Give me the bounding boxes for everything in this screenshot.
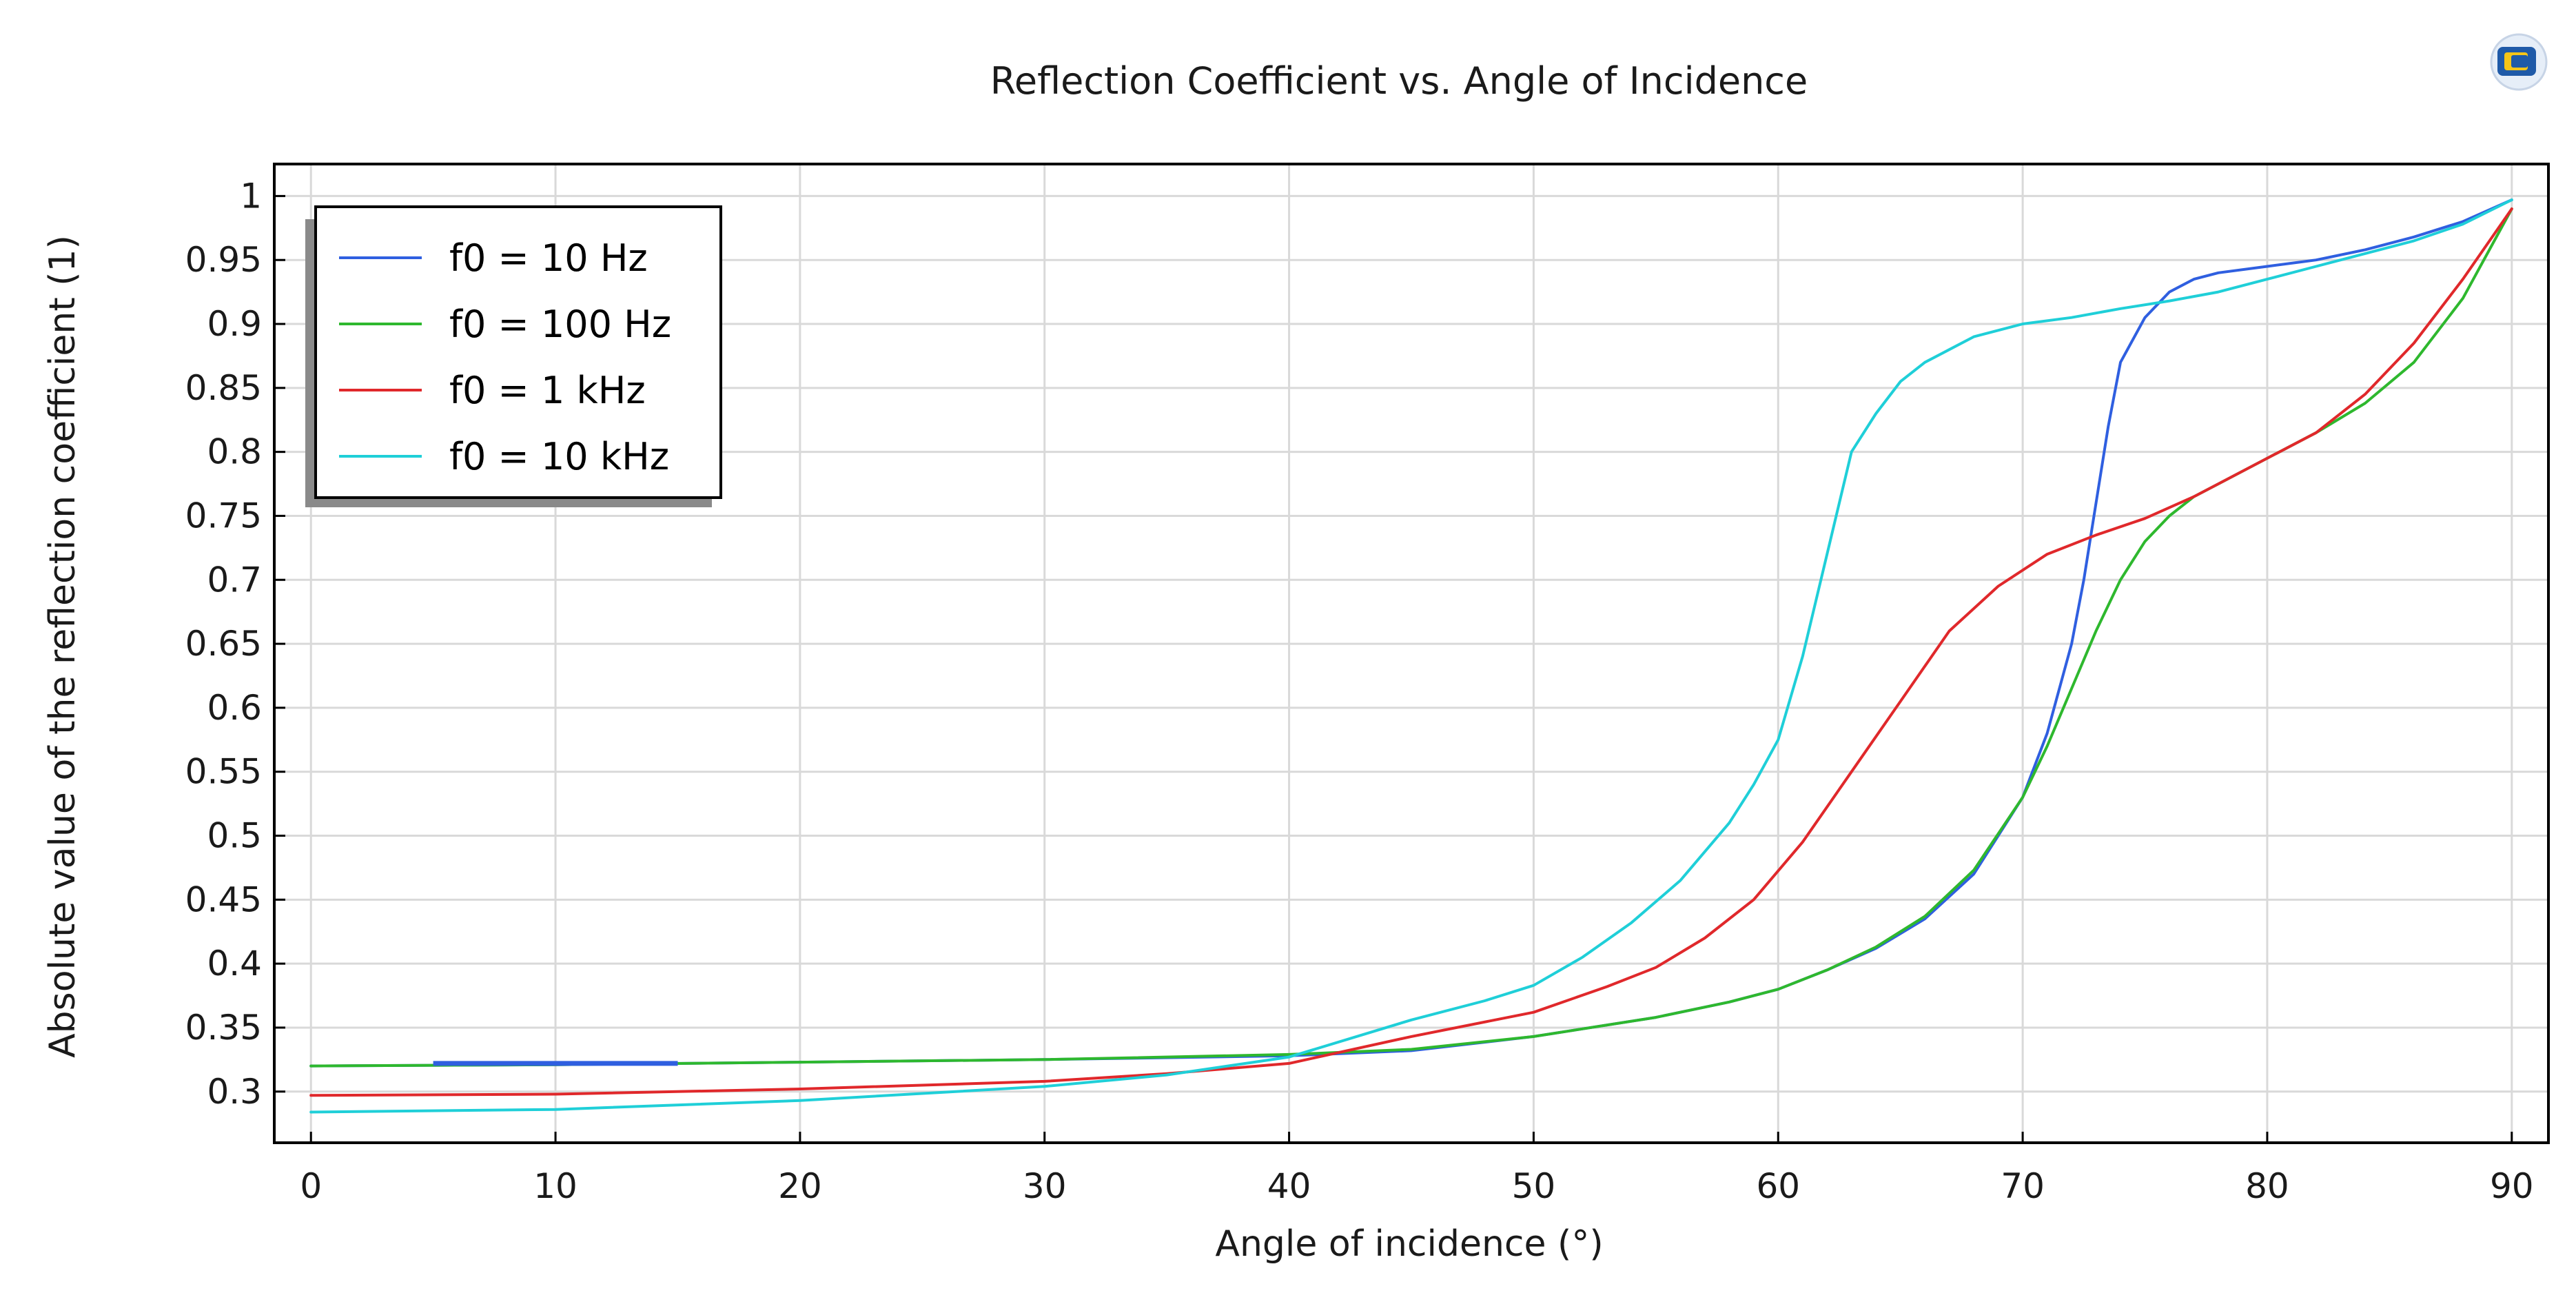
x-tick-label: 80	[2245, 1166, 2289, 1206]
x-tick-label: 30	[1023, 1166, 1067, 1206]
y-tick-label: 0.4	[207, 944, 262, 984]
y-tick-label: 0.55	[185, 752, 262, 792]
tick-layer: 0 10 20 30 40 50 60 70 80 90 0.3 0.35 0.4 0.45 0.5 0.55…	[185, 176, 2534, 1206]
x-axis-title: Angle of incidence (°)	[1215, 1223, 1603, 1265]
y-tick-label: 0.45	[185, 879, 262, 919]
x-tick-label: 70	[2001, 1166, 2045, 1206]
y-tick-label: 0.8	[207, 432, 262, 472]
y-tick-label: 0.3	[207, 1072, 262, 1112]
x-tick-label: 20	[778, 1166, 822, 1206]
x-tick-label: 10	[533, 1166, 577, 1206]
x-tick-label: 50	[1512, 1166, 1556, 1206]
app-logo-icon[interactable]	[2490, 33, 2548, 91]
y-tick-label: 0.5	[207, 816, 262, 856]
legend-label-0: f0 = 10 Hz	[449, 236, 648, 280]
y-tick-label: 0.85	[185, 368, 262, 408]
y-tick-label: 0.9	[207, 304, 262, 344]
y-axis-title: Absolute value of the reflection coeffic…	[42, 235, 83, 1058]
series-layer	[309, 198, 2513, 1114]
legend-label-3: f0 = 10 kHz	[449, 435, 669, 478]
series-line-3	[309, 198, 2513, 1114]
y-tick-label: 0.65	[185, 624, 262, 664]
legend-box	[314, 205, 722, 499]
x-tick-label: 90	[2490, 1166, 2534, 1206]
y-tick-label: 0.35	[185, 1008, 262, 1048]
legend-label-1: f0 = 100 Hz	[449, 303, 671, 346]
y-tick-label: 0.6	[207, 688, 262, 728]
legend-entries: f0 = 10 Hz f0 = 100 Hz f0 = 1 kHz f0 = 10 k…	[339, 236, 671, 478]
legend-label-2: f0 = 1 kHz	[449, 369, 646, 412]
x-tick-label: 0	[300, 1166, 322, 1206]
chart-title: Reflection Coefficient vs. Angle of Inci…	[990, 59, 1808, 103]
legend[interactable]: f0 = 10 Hz f0 = 100 Hz f0 = 1 kHz f0 = 10 k…	[305, 205, 722, 507]
y-tick-label: 1	[240, 176, 262, 216]
x-tick-label: 60	[1756, 1166, 1800, 1206]
y-tick-label: 0.7	[207, 560, 262, 600]
y-tick-label: 0.75	[185, 496, 262, 536]
y-tick-label: 0.95	[185, 240, 262, 280]
plot-frame	[273, 163, 2550, 1144]
x-tick-label: 40	[1267, 1166, 1311, 1206]
